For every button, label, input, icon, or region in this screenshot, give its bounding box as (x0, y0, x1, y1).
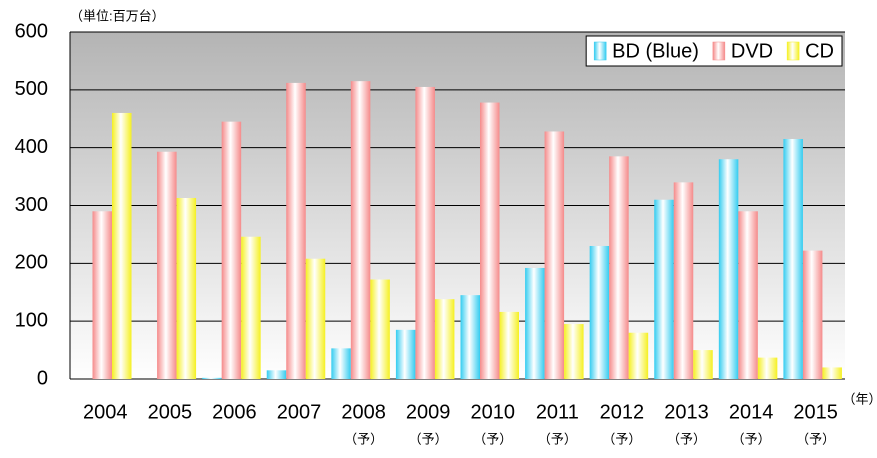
bar (176, 197, 197, 379)
y-tick-label: 500 (15, 78, 48, 100)
bar (434, 299, 455, 379)
x-tick-label: 2009 (406, 401, 451, 423)
bar (286, 82, 306, 379)
bar (589, 245, 610, 379)
bar (157, 151, 177, 379)
bar (628, 332, 649, 379)
bar (499, 311, 519, 379)
bar (822, 367, 842, 379)
x-tick-label: 2005 (148, 401, 193, 423)
x-tick-note: （予） (796, 431, 835, 446)
bar (241, 236, 261, 379)
x-tick-label: 2013 (664, 401, 709, 423)
legend-swatch (712, 41, 726, 61)
x-tick-label: 2012 (600, 401, 645, 423)
x-axis-label: （年） (842, 391, 877, 406)
x-tick-label: 2011 (536, 401, 579, 423)
bar (783, 138, 803, 379)
bar (370, 279, 390, 379)
x-tick-note: （予） (538, 431, 577, 446)
bar (92, 211, 112, 379)
bar (718, 159, 739, 379)
legend-label: DVD (731, 40, 773, 62)
legend-swatch (593, 41, 607, 61)
y-tick-label: 300 (15, 194, 48, 216)
bar (221, 121, 242, 380)
y-tick-label: 100 (15, 309, 48, 331)
legend-label: CD (805, 40, 834, 62)
x-tick-label: 2004 (83, 401, 128, 423)
bar (415, 86, 435, 380)
bar (757, 357, 778, 379)
legend-swatch (786, 41, 800, 61)
x-tick-label: 2008 (341, 401, 386, 423)
bar (738, 211, 758, 379)
x-tick-note: （予） (473, 431, 512, 446)
bar (654, 199, 674, 379)
bar (693, 350, 713, 379)
x-tick-note: （予） (602, 431, 641, 446)
bar (480, 102, 500, 379)
bar (202, 377, 222, 379)
bar (305, 258, 326, 379)
bar (395, 329, 416, 379)
y-tick-label: 600 (15, 20, 48, 42)
bar (525, 267, 545, 379)
bar (112, 112, 132, 379)
x-tick-label: 2007 (277, 401, 322, 423)
y-axis-label: （単位:百万台） (70, 8, 165, 23)
bar (802, 250, 823, 379)
y-tick-label: 200 (15, 252, 48, 274)
bar (564, 324, 584, 379)
x-tick-note: （予） (667, 431, 706, 446)
bar (331, 348, 351, 379)
y-tick-label: 400 (15, 136, 48, 158)
x-tick-note: （予） (732, 431, 771, 446)
x-tick-label: 2010 (471, 401, 516, 423)
legend: BD (Blue) DVD CD (585, 35, 843, 67)
x-tick-note: （予） (344, 431, 383, 446)
y-tick-label: 0 (37, 367, 48, 389)
bar (673, 182, 694, 379)
bar (460, 295, 480, 379)
bar (544, 131, 565, 379)
bar (609, 156, 629, 379)
legend-label: BD (Blue) (612, 40, 699, 62)
x-tick-label: 2014 (729, 401, 774, 423)
bar (350, 81, 371, 380)
x-tick-note: （予） (409, 431, 448, 446)
bar (266, 370, 287, 379)
x-tick-label: 2015 (793, 401, 838, 423)
x-tick-label: 2006 (212, 401, 257, 423)
